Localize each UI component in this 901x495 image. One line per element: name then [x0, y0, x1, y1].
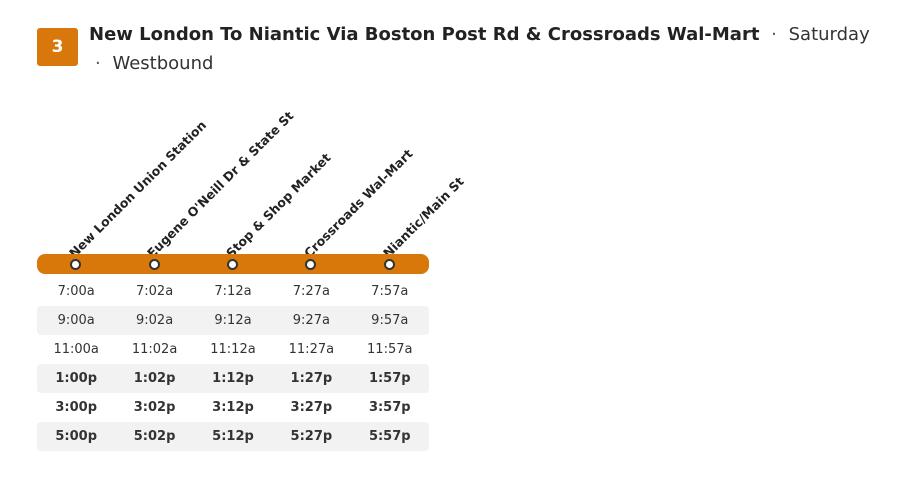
time-cell: 1:57p	[368, 371, 411, 386]
time-cell: 1:02p	[133, 371, 176, 386]
stop-label: Niantic/Main St	[380, 173, 467, 261]
stop-marker-icon	[149, 259, 160, 270]
route-title: New London To Niantic Via Boston Post Rd…	[89, 24, 760, 45]
separator-dot: ·	[95, 53, 101, 74]
stop-label: New London Union Station	[66, 117, 210, 261]
separator-dot: ·	[771, 24, 777, 45]
time-cell: 11:02a	[131, 342, 178, 357]
time-cell: 5:02p	[133, 429, 176, 444]
time-cell: 1:00p	[55, 371, 98, 386]
time-cell: 5:57p	[368, 429, 411, 444]
route-line-bar	[37, 254, 429, 274]
trip-row: 5:00p 5:02p 5:12p 5:27p 5:57p	[37, 422, 429, 451]
time-cell: 11:00a	[53, 342, 99, 357]
schedule-header: New London To Niantic Via Boston Post Rd…	[89, 20, 879, 78]
time-cell: 5:00p	[55, 429, 98, 444]
time-cell: 1:27p	[290, 371, 333, 386]
stop-marker-icon	[70, 259, 81, 270]
trip-row: 11:00a 11:02a 11:12a 11:27a 11:57a	[37, 335, 429, 364]
route-number-badge: 3	[37, 28, 78, 66]
time-cell: 1:12p	[212, 371, 254, 386]
time-cell: 3:02p	[133, 400, 176, 415]
time-cell: 7:02a	[136, 284, 174, 299]
time-cell: 3:27p	[290, 400, 333, 415]
stop-marker-icon	[384, 259, 395, 270]
time-cell: 11:57a	[367, 342, 413, 357]
time-cell: 7:00a	[57, 284, 95, 299]
trip-row: 3:00p 3:02p 3:12p 3:27p 3:57p	[37, 393, 429, 422]
time-cell: 9:12a	[214, 313, 252, 328]
stop-headers: New London Union Station Eugene O'Neill …	[66, 108, 467, 261]
stop-marker-icon	[305, 259, 316, 270]
time-cell: 3:12p	[212, 400, 254, 415]
trip-row: 9:00a 9:02a 9:12a 9:27a 9:57a	[37, 306, 429, 335]
trip-row: 7:00a 7:02a 7:12a 7:27a 7:57a	[37, 277, 429, 306]
stop-marker-icon	[227, 259, 238, 270]
direction: Westbound	[112, 53, 214, 74]
time-cell: 11:12a	[210, 342, 256, 357]
time-cell: 9:57a	[371, 313, 409, 328]
time-cell: 7:57a	[371, 284, 409, 299]
time-cell: 5:27p	[290, 429, 333, 444]
time-cell: 9:02a	[136, 313, 174, 328]
trip-row: 1:00p 1:02p 1:12p 1:27p 1:57p	[37, 364, 429, 393]
stop-label: Eugene O'Neill Dr & State St	[144, 108, 297, 261]
time-cell: 3:00p	[55, 400, 98, 415]
time-cell: 3:57p	[368, 400, 411, 415]
time-cell: 9:00a	[57, 313, 95, 328]
service-day: Saturday	[788, 24, 870, 45]
time-cell: 9:27a	[292, 313, 330, 328]
time-cell: 7:12a	[214, 284, 252, 299]
time-cell: 7:27a	[292, 284, 330, 299]
time-cell: 11:27a	[288, 342, 335, 357]
time-cell: 5:12p	[212, 429, 254, 444]
timetable: 7:00a 7:02a 7:12a 7:27a 7:57a 9:00a 9:02…	[37, 277, 429, 451]
